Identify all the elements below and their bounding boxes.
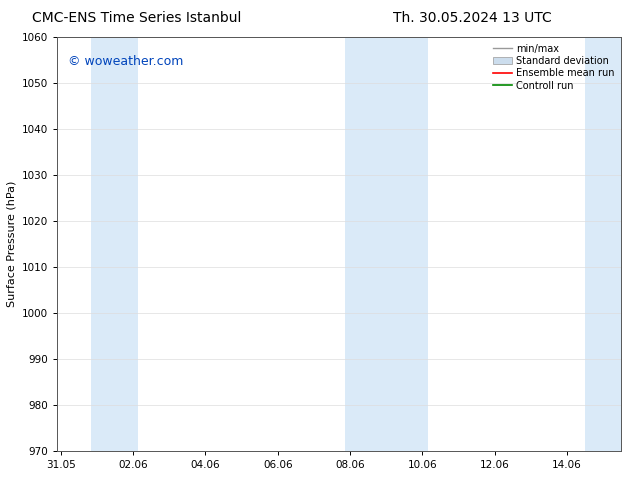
Bar [585,37,621,451]
Bar [345,37,428,451]
Bar [91,37,138,451]
Text: Th. 30.05.2024 13 UTC: Th. 30.05.2024 13 UTC [393,11,552,25]
Text: © woweather.com: © woweather.com [68,55,184,69]
Y-axis label: Surface Pressure (hPa): Surface Pressure (hPa) [6,181,16,307]
Text: CMC-ENS Time Series Istanbul: CMC-ENS Time Series Istanbul [32,11,241,25]
Legend: min/max, Standard deviation, Ensemble mean run, Controll run: min/max, Standard deviation, Ensemble me… [491,42,616,93]
